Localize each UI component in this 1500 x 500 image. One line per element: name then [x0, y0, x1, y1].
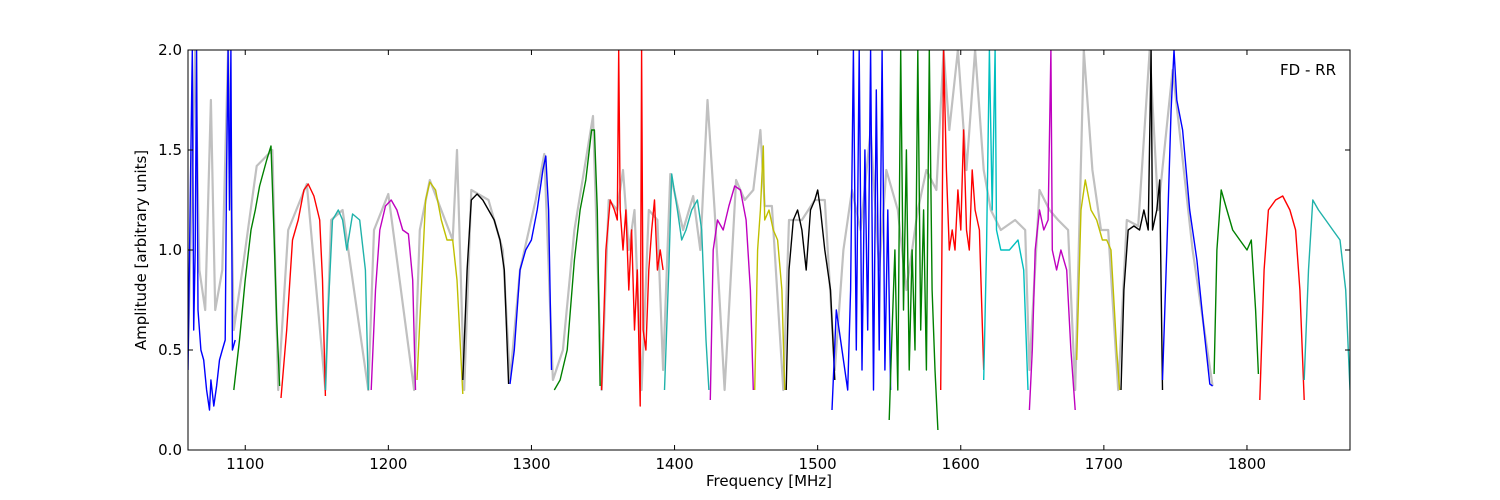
- series-line-15: [888, 50, 939, 431]
- series-line-5: [416, 181, 464, 395]
- series-line-14: [831, 50, 892, 411]
- series-line-7: [509, 155, 553, 385]
- y-tick-label: 2.0: [158, 41, 182, 59]
- series-line-20: [1120, 50, 1164, 391]
- series-line-23: [1259, 195, 1305, 401]
- series-line-12: [754, 145, 786, 391]
- ticks-layer: 1100 1200 1300 1400 1500 1600 1700 1800 0.0 0.5 1.…: [158, 41, 1350, 473]
- series-line-11: [709, 185, 754, 401]
- series-line-18: [1028, 50, 1076, 411]
- x-tick-label: 1800: [1228, 455, 1266, 473]
- x-tick-label: 1500: [799, 455, 837, 473]
- x-tick-label: 1300: [512, 455, 550, 473]
- series-line-3: [324, 209, 369, 391]
- x-tick-label: 1200: [369, 455, 407, 473]
- series-layer: [188, 50, 1350, 431]
- series-line-9: [600, 50, 664, 407]
- annotation-label: FD - RR: [1280, 61, 1336, 79]
- series-line-1: [233, 145, 281, 391]
- y-tick-label: 0.0: [158, 441, 182, 459]
- series-line-21: [1161, 50, 1214, 387]
- y-tick-label: 1.0: [158, 241, 182, 259]
- x-tick-label: 1700: [1085, 455, 1123, 473]
- series-line-13: [785, 189, 836, 391]
- series-line-0: [188, 50, 236, 411]
- series-line-22: [1213, 189, 1260, 375]
- y-tick-label: 1.5: [158, 141, 182, 159]
- series-line-24: [1303, 199, 1350, 391]
- x-axis-label: Frequency [MHz]: [706, 472, 832, 490]
- series-line-4: [370, 199, 417, 391]
- series-line-6: [462, 193, 510, 385]
- x-tick-label: 1100: [226, 455, 264, 473]
- series-line-19: [1076, 179, 1121, 391]
- series-line-2: [280, 183, 327, 399]
- series-line-17: [983, 50, 1029, 391]
- x-tick-label: 1600: [942, 455, 980, 473]
- series-line-10: [663, 173, 710, 391]
- y-axis-label: Amplitude [arbitrary units]: [132, 150, 150, 350]
- y-tick-label: 0.5: [158, 341, 182, 359]
- series-line-8: [553, 129, 601, 391]
- x-tick-label: 1400: [655, 455, 693, 473]
- series-line-16: [940, 50, 985, 391]
